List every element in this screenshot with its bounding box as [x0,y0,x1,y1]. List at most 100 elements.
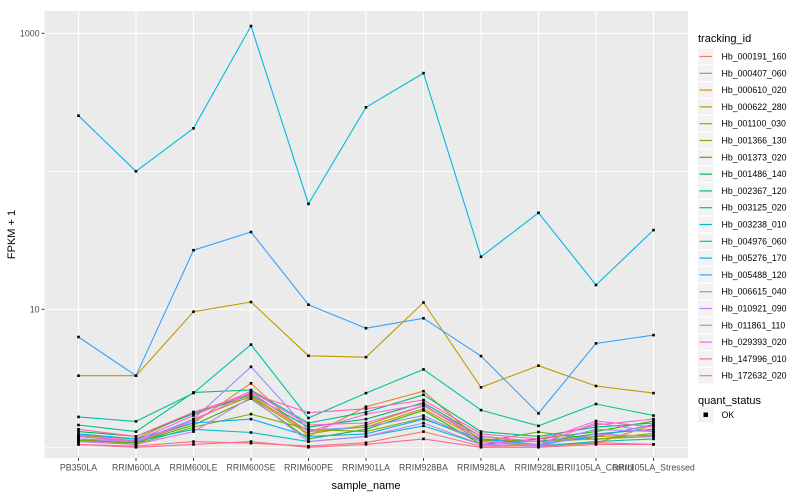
data-point [594,443,598,446]
legend-entry-label: Hb_029393_020 [722,337,787,347]
data-point [192,410,195,414]
legend-entry: Hb_000191_160 [698,48,787,65]
legend-entry: Hb_004976_060 [698,233,787,250]
data-point [652,228,655,232]
data-point [77,335,80,339]
data-point [422,414,425,417]
data-point [594,283,598,287]
data-point [249,412,253,416]
legend-entry-label: Hb_005276_170 [722,253,787,263]
x-tick-label: RRII105LA_Stressed [612,463,695,473]
data-point [134,443,138,446]
legend-entry: Hb_000407_060 [698,65,787,81]
data-point [364,425,368,429]
data-point [77,415,80,419]
data-point [479,432,483,436]
data-point [134,420,138,423]
data-point [364,432,368,436]
legend-entry: Hb_000610_020 [698,82,787,98]
data-point [192,421,195,425]
legend-quant-entry: OK [698,407,734,423]
data-point [537,211,540,215]
legend-entry-label: Hb_003125_020 [722,203,787,213]
x-tick-label: RRII105LA_Control [558,463,634,473]
data-point [192,428,195,431]
data-point [307,432,310,436]
data-point [594,421,598,425]
data-point [652,414,655,417]
data-point [77,428,80,431]
legend-entry: Hb_172632_020 [698,367,787,384]
data-point [594,402,598,406]
data-point [134,430,138,433]
y-tick-label: 10 [30,304,40,314]
data-point [479,446,483,449]
legend-entry: Hb_001366_130 [698,132,787,149]
data-point [422,317,425,320]
legend-entry: Hb_005488_120 [698,267,787,283]
data-point [307,411,310,414]
data-point [537,412,540,415]
data-point [192,414,195,417]
legend-entry-label: Hb_001366_130 [722,136,787,146]
data-point [652,425,655,429]
data-point [652,435,655,438]
x-tick-label: RRIM928BA [399,463,448,473]
data-point [307,440,310,443]
data-point [249,392,253,395]
data-point [307,425,310,429]
data-point [134,437,138,441]
data-point [364,443,368,446]
data-point [422,301,425,304]
data-point [307,435,310,438]
data-point [192,425,195,429]
data-point [594,440,598,443]
legend-entry-label: Hb_001486_140 [722,169,787,179]
data-point [192,423,195,427]
data-point [479,430,483,433]
data-point [652,432,655,435]
data-point [249,24,253,28]
data-point [537,437,540,441]
data-point [249,343,253,346]
data-point [422,398,425,402]
x-tick-label: RRIM928LA [457,463,505,473]
data-point [134,170,138,173]
data-point [364,391,368,395]
y-axis-ticks-and-labels: 1000 10 [20,28,45,314]
legend-entry: Hb_001486_140 [698,166,787,182]
data-point [77,114,80,117]
data-point [652,443,655,446]
data-point [364,428,368,431]
data-point [537,440,540,443]
data-point [249,382,253,385]
legend-entry-label: Hb_005488_120 [722,270,787,280]
data-point [652,430,655,433]
data-point [364,407,368,411]
data-point [652,391,655,395]
data-point [364,410,368,414]
data-point [307,421,310,425]
data-point [422,417,425,421]
data-point [594,435,598,438]
data-point [249,396,253,399]
data-point [307,303,310,306]
data-point [134,374,138,377]
data-point [192,248,195,252]
legend-entry: Hb_006615_040 [698,284,787,300]
data-point [192,443,195,446]
gridlines-major [44,11,688,458]
data-point [422,409,425,412]
data-point [364,441,368,444]
data-point [307,416,310,420]
data-point [537,435,540,438]
data-point [422,430,425,433]
data-point [652,333,655,337]
data-point [594,430,598,433]
data-point [594,428,598,431]
legend-quant-label: OK [722,410,735,420]
data-point [479,255,483,259]
data-point [652,421,655,425]
